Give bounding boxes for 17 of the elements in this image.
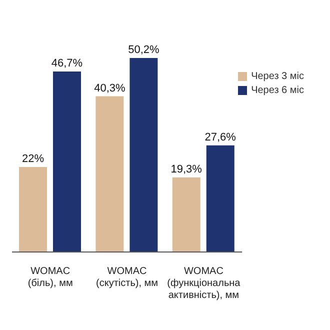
legend-label: Через 3 міс	[251, 71, 304, 82]
data-label: 19,3%	[170, 163, 202, 176]
data-label: 22%	[22, 152, 44, 165]
data-label: 27,6%	[204, 131, 236, 144]
bar	[206, 145, 234, 252]
data-label: 46,7%	[51, 58, 83, 70]
bar	[172, 177, 200, 252]
data-label: 40,3%	[94, 82, 126, 94]
x-tick-label: WOMAC (функціональна активність), мм	[167, 266, 241, 301]
x-tick-label: WOMAC (біль), мм	[28, 266, 73, 289]
bar	[53, 72, 81, 252]
bar	[96, 96, 124, 252]
x-tick-label: WOMAC (скутість), мм	[96, 266, 158, 289]
legend-label: Через 6 міс	[251, 85, 304, 96]
bar	[19, 166, 47, 252]
data-label: 50,2%	[128, 44, 160, 56]
bar	[130, 58, 158, 252]
